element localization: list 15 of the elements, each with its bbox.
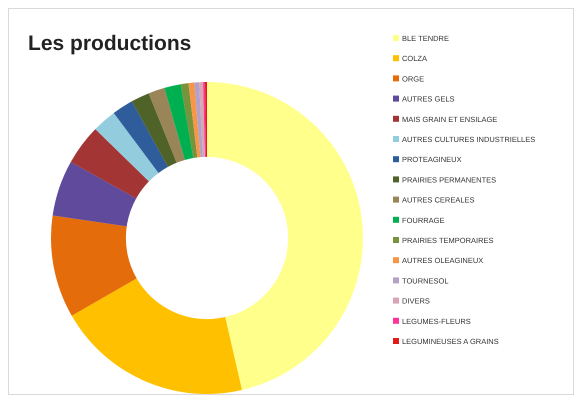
- donut-slice: [70, 129, 149, 198]
- donut-slice: [72, 278, 242, 394]
- donut-slice: [52, 162, 136, 226]
- donut-slice: [148, 88, 185, 163]
- donut-slice: [188, 82, 200, 158]
- donut-slice: [114, 101, 168, 173]
- donut-slice: [199, 82, 205, 157]
- donut-slice: [51, 216, 137, 316]
- donut-slice: [132, 93, 177, 167]
- donut-slice: [180, 83, 198, 158]
- donut-slice: [95, 112, 158, 182]
- donut-slice: [164, 84, 194, 160]
- donut-slice: [194, 82, 203, 158]
- donut-slice: [207, 82, 363, 390]
- chart-title: Les productions: [28, 32, 192, 55]
